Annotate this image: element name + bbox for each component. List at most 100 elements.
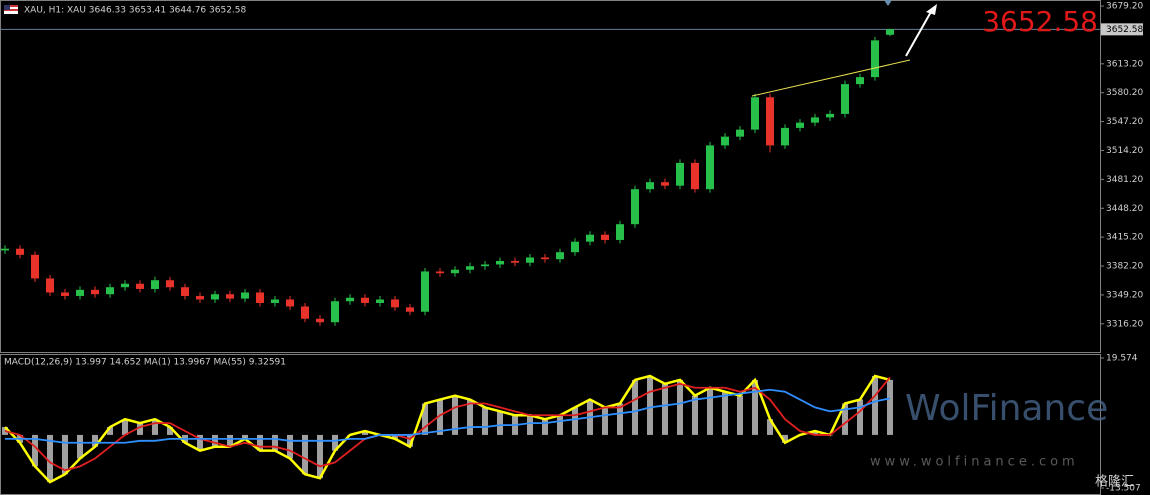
marker	[884, 0, 892, 6]
macd-bar	[287, 434, 293, 459]
macd-bar	[527, 415, 533, 435]
macd-bar	[362, 430, 368, 435]
candle-body	[586, 234, 594, 242]
candle-body	[16, 248, 24, 255]
candle-body	[766, 97, 774, 146]
macd-bar	[782, 434, 788, 443]
macd-bar	[92, 434, 98, 447]
macd-bar	[437, 399, 443, 435]
candle-body	[526, 257, 534, 263]
macd-bar	[737, 395, 743, 435]
macd-bar	[32, 434, 38, 467]
macd-bar	[722, 391, 728, 435]
candle-body	[196, 295, 204, 300]
macd-bar	[872, 375, 878, 435]
y-tick-label: 3613.20	[1106, 59, 1143, 69]
candle-body	[481, 264, 489, 267]
y-tick-label: 3382.20	[1106, 262, 1143, 272]
candle-body	[691, 162, 699, 190]
y-tick-label: 3580.20	[1106, 88, 1143, 98]
macd-bar	[602, 407, 608, 435]
macd-header: MACD(12,26,9) 13.997 14.652 MA(1) 13.996…	[4, 358, 286, 368]
y-tick-label: -13.507	[1106, 484, 1141, 494]
y-tick-label: 3448.20	[1106, 204, 1143, 214]
candle-body	[166, 280, 174, 288]
flag-icon	[4, 5, 18, 14]
price-panel	[0, 0, 1101, 353]
candle-body	[391, 299, 399, 308]
macd-bar	[392, 434, 398, 439]
arrow-head	[926, 4, 937, 15]
candle-body	[601, 234, 609, 240]
macd-bar	[707, 387, 713, 435]
candle-body	[676, 162, 684, 186]
macd-bar	[557, 415, 563, 435]
candle-body	[751, 97, 759, 130]
y-tick-label: 19.574	[1106, 354, 1138, 364]
macd-bar	[452, 395, 458, 435]
watermark-url: www.wolfinance.com	[870, 455, 1079, 470]
candle-body	[631, 189, 639, 225]
macd-bar	[107, 427, 113, 435]
candle-body	[256, 292, 264, 303]
candle-body	[316, 318, 324, 323]
candle-body	[616, 224, 624, 240]
macd-bar	[212, 434, 218, 447]
price-annotation: 3652.58	[982, 5, 1098, 38]
macd-bar	[227, 434, 233, 447]
candle-body	[886, 29, 894, 35]
candle-body	[556, 252, 564, 260]
candle-body	[406, 307, 414, 312]
candle-body	[226, 294, 234, 299]
candle-body	[331, 301, 339, 323]
candle-body	[121, 283, 129, 288]
candle-body	[361, 297, 369, 303]
candle-body	[496, 260, 504, 265]
candle-body	[31, 254, 39, 279]
macd-bar	[197, 434, 203, 451]
macd-bar	[497, 411, 503, 435]
candle-body	[91, 289, 99, 295]
candle-body	[466, 266, 474, 270]
macd-bar	[482, 407, 488, 435]
macd-bar	[272, 434, 278, 451]
price-header: XAU, H1: XAU 3646.33 3653.41 3644.76 365…	[24, 6, 247, 16]
candle-body	[451, 269, 459, 274]
y-tick-label: 3316.20	[1106, 319, 1143, 329]
macd-bar	[812, 430, 818, 435]
candle-body	[106, 287, 114, 295]
candle-body	[1, 248, 9, 251]
candle-body	[811, 117, 819, 123]
macd-bar	[317, 434, 323, 479]
macd-bar	[767, 419, 773, 435]
candle-body	[436, 271, 444, 274]
candle-body	[841, 84, 849, 114]
candle-body	[571, 241, 579, 253]
macd-line	[4, 376, 891, 472]
macd-bar	[167, 427, 173, 435]
macd-bar	[47, 434, 53, 483]
y-tick-label: 3547.20	[1106, 117, 1143, 127]
candle-body	[511, 260, 519, 263]
candle-body	[346, 297, 354, 302]
macd-bar	[137, 423, 143, 435]
macd-bar	[407, 434, 413, 447]
y-tick-label: 3349.20	[1106, 290, 1143, 300]
macd-bar	[647, 375, 653, 435]
candle-body	[646, 182, 654, 190]
last-price-tag-label: 3652.58	[1106, 25, 1143, 35]
macd-bar	[77, 434, 83, 459]
macd-bar	[677, 379, 683, 435]
macd-bar	[62, 434, 68, 475]
candle-body	[211, 294, 219, 300]
candle-body	[136, 283, 144, 289]
watermark-source: 格隆汇	[1095, 474, 1134, 490]
candle-body	[376, 299, 384, 303]
candle-body	[871, 40, 879, 78]
macd-bar	[692, 395, 698, 435]
candle-body	[856, 77, 864, 85]
macd-bar	[467, 399, 473, 435]
candle-body	[541, 257, 549, 260]
